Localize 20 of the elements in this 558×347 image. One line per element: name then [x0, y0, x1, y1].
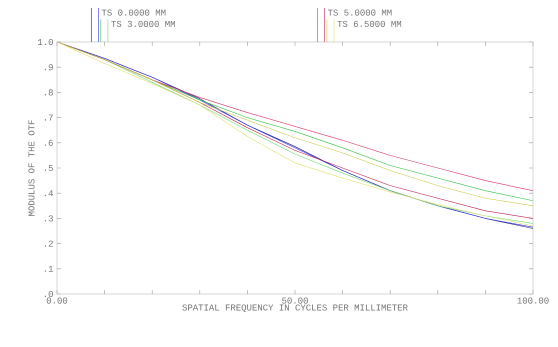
x-tick-label: 50.00 [282, 298, 308, 304]
text: TS 0.0000 MM [102, 10, 166, 16]
x-tick-label: 100.00 [518, 298, 549, 304]
text: TS 3.0000 MM [111, 20, 175, 27]
x-tick-label: 0.00 [46, 298, 68, 304]
y-tick-label: .1 [44, 266, 54, 272]
text: TS 5.0000 MM [328, 10, 392, 16]
y-tick-label: .2 [44, 240, 53, 247]
text: TS 6.5000 MM [337, 20, 402, 27]
x-axis-title: SPATIAL FREQUENCY IN CYCLES PER MILLIMETER [182, 304, 408, 312]
y-tick-label: .3 [44, 215, 53, 222]
y-tick-label: .5 [44, 165, 53, 171]
y-tick-label: .4 [44, 190, 54, 196]
y-tick-label: .0 [44, 290, 53, 298]
y-tick-label: .6 [44, 140, 53, 146]
y-tick-label: .9 [44, 64, 53, 70]
y-tick-label: .7 [44, 114, 53, 121]
y-tick-label: 1.0 [38, 38, 53, 46]
y-tick-label: .8 [44, 89, 53, 96]
y-axis-title: MODULUS OF THE OTF [28, 120, 35, 216]
